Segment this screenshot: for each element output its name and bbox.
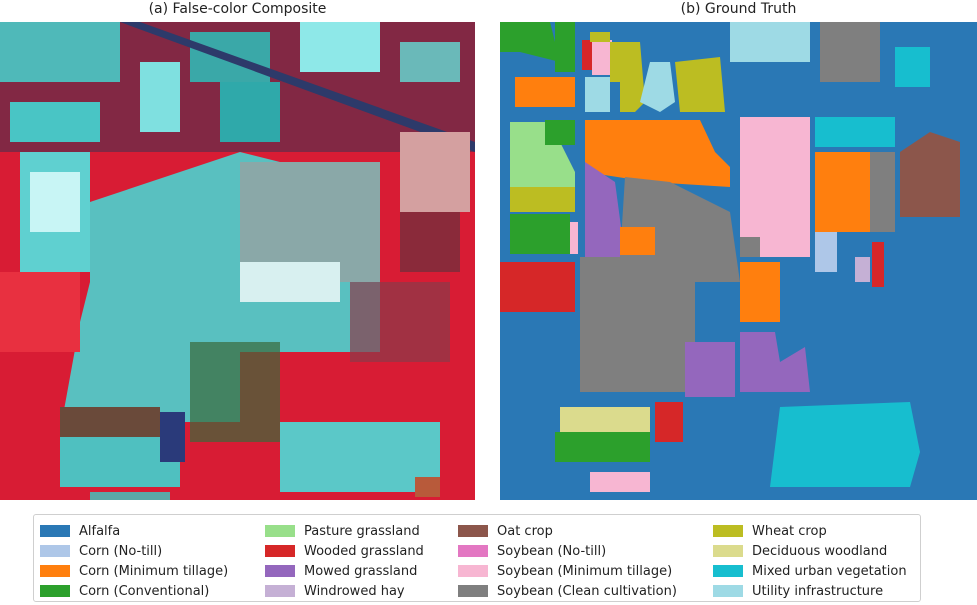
legend-item: Oat crop — [458, 521, 553, 541]
legend-label: Pasture grassland — [304, 523, 420, 539]
legend-label: Oat crop — [497, 523, 553, 539]
legend-label: Soybean (Minimum tillage) — [497, 563, 673, 579]
legend-label: Wooded grassland — [304, 543, 424, 559]
legend-item: Pasture grassland — [265, 521, 420, 541]
false-color-title: (a) False-color Composite — [148, 1, 327, 17]
legend-label: Corn (Conventional) — [79, 583, 210, 599]
legend-swatch — [713, 525, 743, 537]
legend-item: Soybean (Clean cultivation) — [458, 581, 677, 601]
false-color-map — [0, 22, 475, 500]
legend-item: Soybean (Minimum tillage) — [458, 561, 672, 581]
legend-item: Mixed urban vegetation — [713, 561, 907, 581]
legend-label: Soybean (No-till) — [497, 543, 607, 559]
legend-item: Corn (No-till) — [40, 541, 162, 561]
legend-swatch — [40, 545, 70, 557]
legend-label: Mixed urban vegetation — [752, 563, 907, 579]
legend-item: Wooded grassland — [265, 541, 424, 561]
legend-item: Corn (Minimum tillage) — [40, 561, 228, 581]
ground-truth-title: (b) Ground Truth — [680, 1, 797, 17]
legend: Alfalfa Corn (No-till) Corn (Minimum til… — [33, 514, 921, 602]
legend-swatch — [265, 525, 295, 537]
legend-label: Corn (No-till) — [79, 543, 163, 559]
ground-truth-map — [500, 22, 977, 500]
legend-swatch — [458, 525, 488, 537]
legend-swatch — [265, 585, 295, 597]
false-color-composite-image — [0, 22, 475, 500]
legend-label: Mowed grassland — [304, 563, 418, 579]
legend-swatch — [713, 565, 743, 577]
legend-item: Mowed grassland — [265, 561, 417, 581]
legend-label: Soybean (Clean cultivation) — [497, 583, 677, 599]
legend-item: Deciduous woodland — [713, 541, 887, 561]
legend-label: Windrowed hay — [304, 583, 405, 599]
legend-swatch — [458, 565, 488, 577]
legend-swatch — [713, 545, 743, 557]
legend-swatch — [40, 525, 70, 537]
legend-item: Windrowed hay — [265, 581, 405, 601]
legend-swatch — [458, 585, 488, 597]
legend-swatch — [40, 565, 70, 577]
legend-swatch — [265, 565, 295, 577]
legend-label: Alfalfa — [79, 523, 121, 539]
legend-item: Soybean (No-till) — [458, 541, 606, 561]
legend-label: Utility infrastructure — [752, 583, 884, 599]
legend-swatch — [265, 545, 295, 557]
legend-item: Utility infrastructure — [713, 581, 883, 601]
legend-swatch — [713, 585, 743, 597]
legend-item: Alfalfa — [40, 521, 120, 541]
legend-label: Deciduous woodland — [752, 543, 888, 559]
legend-label: Wheat crop — [752, 523, 827, 539]
ground-truth-image — [500, 22, 977, 500]
legend-label: Corn (Minimum tillage) — [79, 563, 229, 579]
legend-item: Corn (Conventional) — [40, 581, 209, 601]
legend-swatch — [458, 545, 488, 557]
legend-swatch — [40, 585, 70, 597]
legend-item: Wheat crop — [713, 521, 827, 541]
